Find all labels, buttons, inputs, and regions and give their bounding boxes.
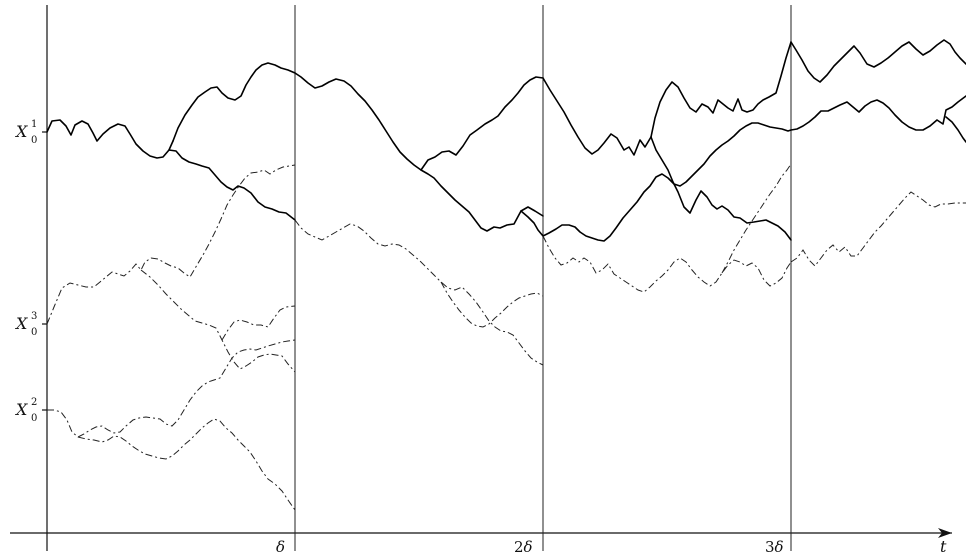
tick-label-2delta: 2δ (514, 538, 533, 556)
svg-text:1: 1 (31, 119, 37, 130)
dashed-path-int3-branch (721, 163, 792, 274)
dashed-path-x2-main (47, 339, 296, 438)
label-x0-2: X 2 0 (14, 397, 37, 424)
solid-path-upper-2 (294, 72, 544, 232)
solid-path-trunk-1 (46, 119, 174, 159)
dashed-path-x3-main (46, 164, 296, 325)
svg-text:0: 0 (31, 327, 37, 338)
solid-path-lower-3 (542, 122, 792, 242)
label-x0-3: X 3 0 (14, 311, 37, 338)
dashed-path-int2-branch (440, 281, 544, 328)
svg-text:X: X (14, 122, 28, 141)
label-x0-1: X 1 0 (14, 119, 37, 146)
solid-path-lower-1 (168, 149, 296, 221)
svg-text:X: X (14, 314, 28, 333)
tick-label-delta: δ (276, 538, 285, 556)
dashed-path-x3-branch-up (221, 305, 296, 341)
solid-path-branch-2a (420, 76, 544, 171)
solid-path-middle-4 (790, 95, 966, 131)
dashed-path-int2-main (294, 219, 544, 366)
solid-path-upper-1 (172, 62, 296, 142)
solid-path-lower-4 (945, 116, 966, 143)
svg-text:3: 3 (31, 311, 37, 322)
svg-text:0: 0 (31, 135, 37, 146)
solid-path-branch-3b (650, 136, 792, 241)
solid-path-upper-3 (542, 77, 652, 156)
dashed-path-int4-main (790, 191, 966, 267)
solid-path-branch-2b (520, 210, 544, 237)
svg-text:X: X (14, 400, 28, 419)
svg-text:2: 2 (31, 397, 37, 408)
dashed-path-x2-branch (77, 418, 296, 511)
svg-text:0: 0 (31, 413, 37, 424)
tick-label-3delta: 3δ (765, 538, 784, 556)
dashed-path-x3-branch (140, 269, 296, 373)
solid-path-branch-3a (650, 41, 792, 138)
dashed-path-int3-main (542, 235, 792, 293)
axis-label-t: t (940, 537, 947, 556)
solid-path-upper-4 (790, 39, 966, 83)
time-axis-arrow (938, 528, 952, 538)
